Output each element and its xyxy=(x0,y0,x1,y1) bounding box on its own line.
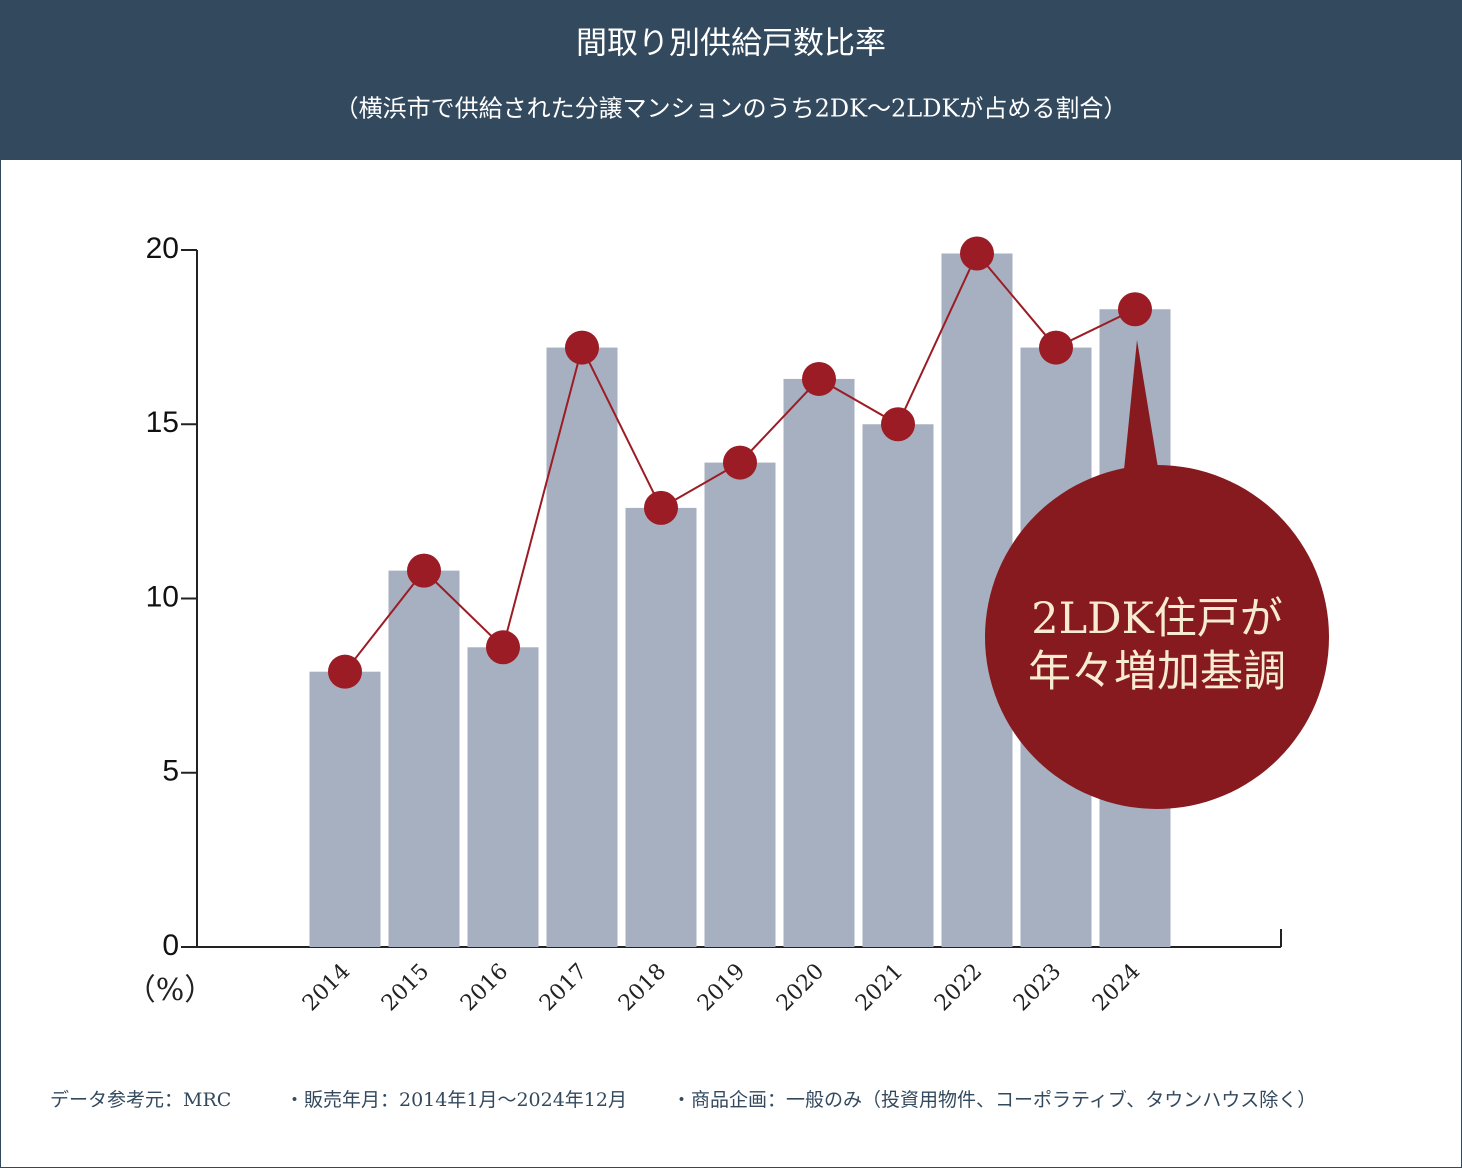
callout-text: 年々増加基調 xyxy=(1028,647,1286,697)
callout-bubble xyxy=(985,465,1329,809)
footnote: ・商品企画：一般のみ（投資用物件、コーポラティブ、タウンハウス除く） xyxy=(672,1088,1316,1111)
trend-point xyxy=(328,654,362,689)
bar xyxy=(388,570,460,947)
trend-point xyxy=(1118,292,1152,327)
footnote: データ参考元：MRC xyxy=(50,1089,231,1111)
trend-point xyxy=(407,553,441,588)
bar xyxy=(704,462,776,947)
trend-point xyxy=(565,330,599,365)
callout-pointer xyxy=(1123,340,1160,480)
trend-point xyxy=(723,445,757,480)
header-band xyxy=(0,0,1462,160)
trend-point xyxy=(1039,330,1073,365)
callout-text: 2LDK住戸が xyxy=(1031,594,1283,644)
y-axis-label: （%） xyxy=(126,973,215,1008)
y-tick-label: 10 xyxy=(146,580,179,613)
bar xyxy=(783,378,855,947)
trend-point xyxy=(486,630,520,665)
trend-point xyxy=(960,236,994,271)
y-tick-label: 15 xyxy=(146,406,179,439)
y-tick-label: 0 xyxy=(162,929,179,962)
bar xyxy=(546,347,618,948)
chart-title: 間取り別供給戸数比率 xyxy=(576,26,886,62)
bar xyxy=(467,647,539,947)
bar xyxy=(625,507,697,947)
bar xyxy=(862,424,934,947)
chart-subtitle: （横浜市で供給された分譲マンションのうち2DK〜2LDKが占める割合） xyxy=(335,95,1128,123)
y-tick-label: 20 xyxy=(146,232,179,265)
trend-point xyxy=(644,490,678,525)
trend-point xyxy=(802,361,836,396)
y-tick-label: 5 xyxy=(162,755,179,788)
bar xyxy=(309,671,381,947)
footnote: ・販売年月：2014年1月〜2024年12月 xyxy=(285,1089,627,1111)
trend-point xyxy=(881,407,915,442)
